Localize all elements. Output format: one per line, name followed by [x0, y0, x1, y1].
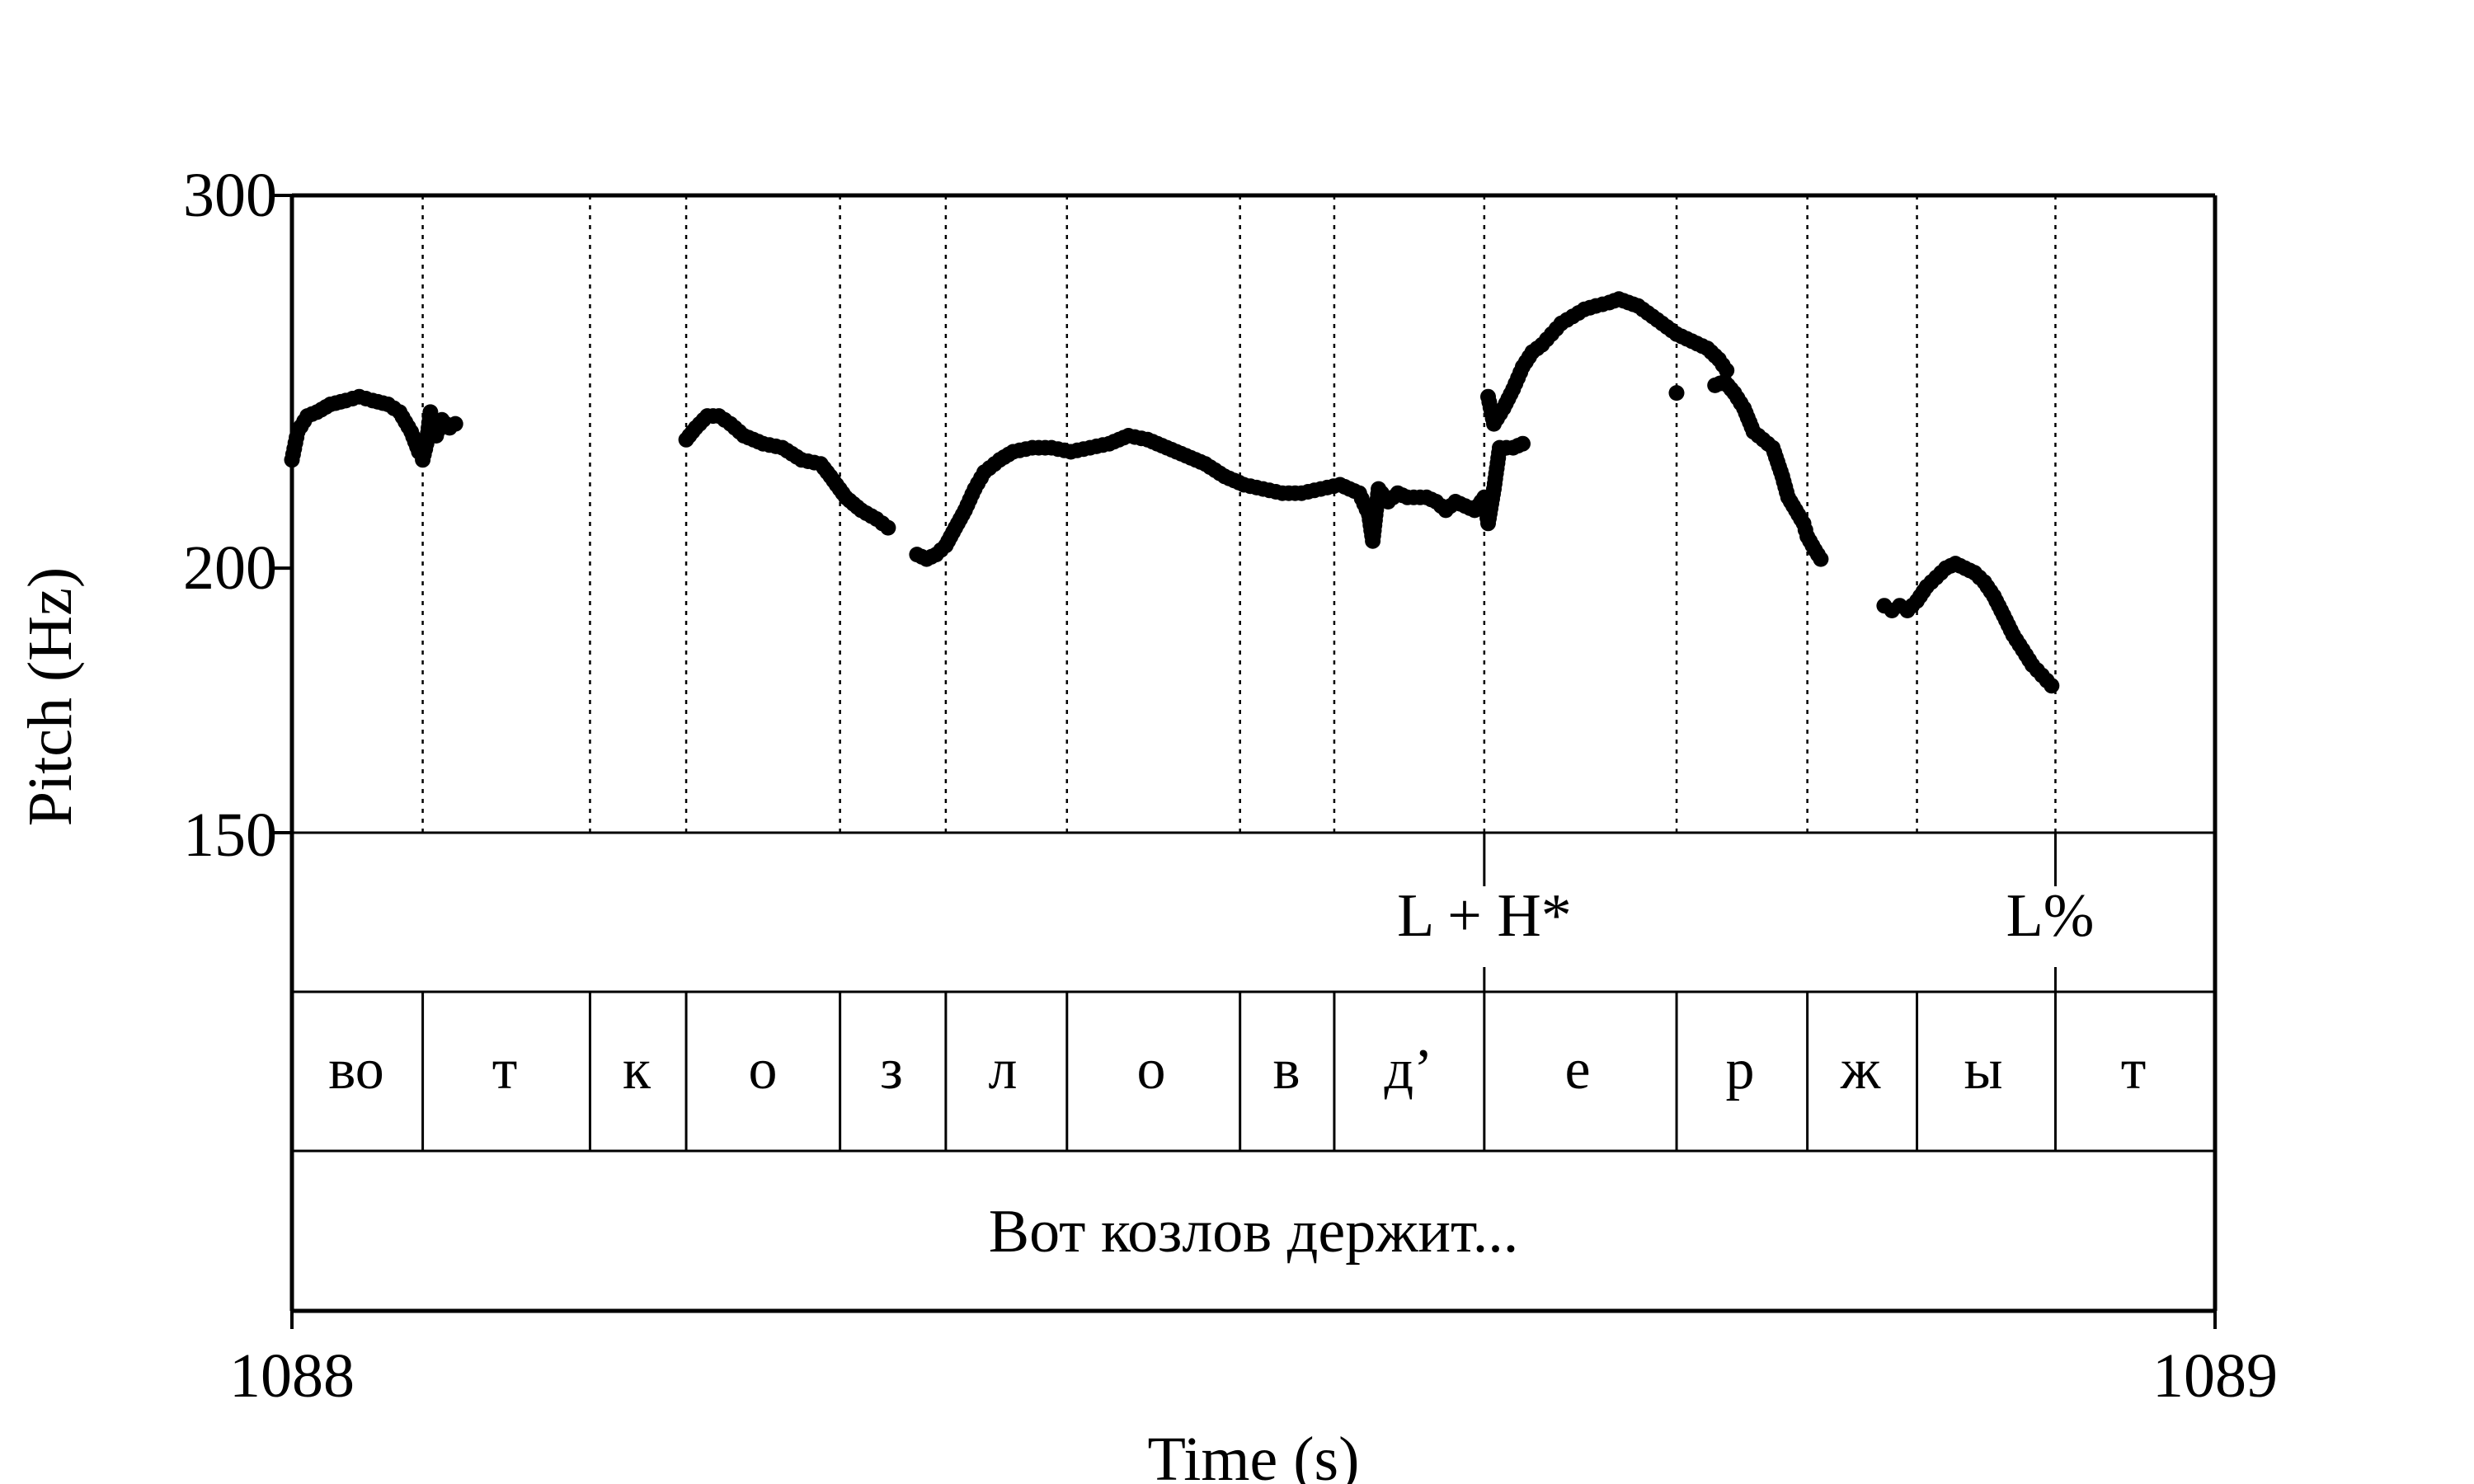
segment-label: л — [989, 1038, 1018, 1101]
y-axis-title: Pitch (Hz) — [16, 567, 85, 826]
pitch-point — [2044, 678, 2060, 694]
x-tick-label-start: 1088 — [229, 1341, 355, 1411]
x-axis-title: Time (s) — [1148, 1425, 1360, 1484]
y-tick-label-150: 150 — [183, 801, 277, 870]
segment-boundary-lines — [421, 195, 2057, 833]
y-tick-label-200: 200 — [183, 533, 277, 603]
pitch-point — [1515, 435, 1531, 452]
utterance-label: Вот козлов держит... — [989, 1198, 1519, 1266]
segment-label: т — [2121, 1038, 2147, 1101]
pitch-point — [1668, 385, 1685, 402]
segment-label: к — [623, 1038, 651, 1101]
segment-labels: во т к о з л о в д’ е р ж ы т — [328, 1038, 2146, 1101]
segment-label: з — [880, 1038, 903, 1101]
tone-label-accent: L + H* — [1397, 882, 1572, 950]
pitch-point — [1813, 551, 1829, 567]
segment-label: ы — [1964, 1038, 2002, 1101]
pitch-point — [880, 519, 896, 536]
segment-label: е — [1564, 1038, 1590, 1101]
pitch-points — [284, 291, 2060, 694]
segment-label: д’ — [1385, 1038, 1433, 1101]
segment-label: во — [328, 1038, 384, 1101]
tone-label-boundary: L% — [2006, 882, 2095, 950]
segment-label: в — [1272, 1038, 1300, 1101]
tier-lines — [274, 193, 2218, 1329]
segment-label: о — [749, 1038, 778, 1101]
segment-label: т — [492, 1038, 518, 1101]
x-tick-label-end: 1089 — [2152, 1341, 2278, 1411]
segment-label: о — [1137, 1038, 1166, 1101]
segment-label: ж — [1840, 1038, 1881, 1101]
pitch-point — [447, 416, 463, 432]
segment-label: р — [1726, 1038, 1755, 1101]
y-tick-label-300: 300 — [183, 161, 277, 230]
